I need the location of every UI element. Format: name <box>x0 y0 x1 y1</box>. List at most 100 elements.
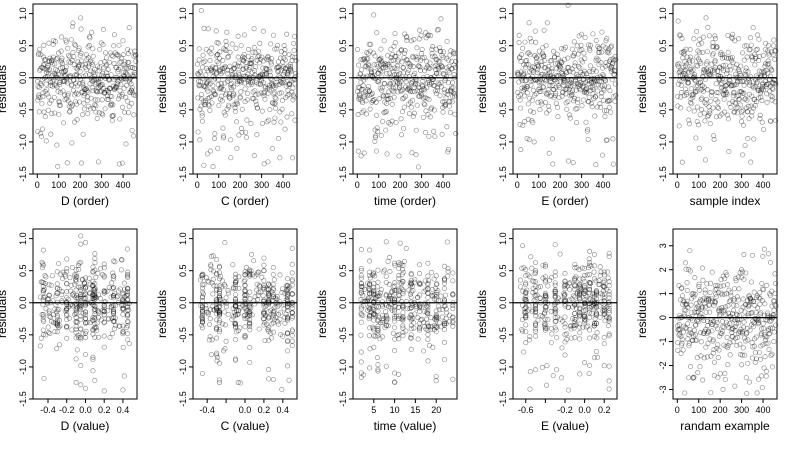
data-point <box>434 57 440 63</box>
data-point <box>247 344 253 351</box>
data-point <box>604 35 610 41</box>
data-point <box>392 65 398 71</box>
data-point <box>399 59 405 65</box>
data-point <box>695 369 701 376</box>
data-point <box>54 84 60 90</box>
data-point <box>388 58 394 64</box>
data-point <box>104 74 110 80</box>
data-point <box>89 29 95 35</box>
data-point <box>410 53 416 60</box>
data-point <box>425 111 431 118</box>
data-point <box>125 51 131 57</box>
data-point <box>127 89 133 95</box>
data-point <box>39 65 45 71</box>
data-point <box>386 83 392 89</box>
data-point <box>735 104 741 110</box>
data-point <box>688 65 694 71</box>
data-point <box>769 351 775 357</box>
data-point <box>52 72 58 78</box>
data-point <box>387 81 393 87</box>
data-point <box>763 368 770 374</box>
data-point <box>97 75 104 81</box>
point-cloud <box>514 2 619 168</box>
data-point <box>588 100 594 106</box>
data-point <box>259 78 265 84</box>
data-point <box>198 8 204 14</box>
y-tick-label: 0 <box>658 315 668 320</box>
data-point <box>125 337 131 343</box>
data-point <box>105 308 111 314</box>
data-point <box>733 105 739 112</box>
data-point <box>382 61 388 67</box>
data-point <box>438 63 444 69</box>
data-point <box>569 91 575 98</box>
data-point <box>545 66 551 73</box>
data-point <box>716 105 722 111</box>
data-point <box>371 344 377 350</box>
data-point <box>109 118 115 124</box>
data-point <box>579 71 585 78</box>
data-point <box>242 86 248 92</box>
data-point <box>771 338 777 345</box>
data-point <box>64 256 70 262</box>
data-point <box>73 65 79 71</box>
data-point <box>680 329 687 335</box>
data-point <box>290 97 296 103</box>
data-point <box>218 81 225 87</box>
data-point <box>92 306 98 312</box>
data-point <box>108 72 114 78</box>
data-point <box>559 71 565 77</box>
data-point <box>685 80 691 86</box>
data-point <box>289 54 295 60</box>
data-point <box>744 79 750 85</box>
data-point <box>100 112 106 118</box>
data-point <box>757 112 763 118</box>
data-point <box>731 109 737 115</box>
data-point <box>355 46 361 53</box>
data-point <box>203 83 209 89</box>
data-point <box>675 63 681 69</box>
data-point <box>748 103 754 109</box>
data-point <box>70 87 77 93</box>
data-point <box>684 54 690 60</box>
data-point <box>723 62 729 68</box>
data-point <box>279 79 285 85</box>
data-point <box>208 67 215 73</box>
data-point <box>700 73 706 79</box>
data-point <box>359 109 365 116</box>
data-point <box>565 2 571 8</box>
data-point <box>540 84 546 90</box>
data-point <box>380 118 386 124</box>
data-point <box>566 81 572 87</box>
data-point <box>108 101 114 107</box>
data-point <box>449 99 455 105</box>
data-point <box>727 55 733 61</box>
data-point <box>239 79 245 85</box>
data-point <box>358 359 364 365</box>
scatter-panel: -0.4 -0.2 0.0 0.2 0.4-1.5-1.0-0.50.00.51.0D … <box>0 228 138 433</box>
x-tick-label: 200 <box>713 405 728 415</box>
data-point <box>597 101 603 107</box>
data-point <box>746 47 752 53</box>
data-point <box>741 319 747 325</box>
data-point <box>558 46 565 52</box>
data-point <box>381 81 388 87</box>
data-point <box>438 293 444 299</box>
data-point <box>711 69 717 75</box>
data-point <box>87 72 93 78</box>
data-point <box>279 386 285 393</box>
data-point <box>769 364 776 370</box>
data-point <box>522 118 528 124</box>
data-point <box>111 32 118 38</box>
data-point <box>735 92 741 99</box>
data-point <box>270 265 276 271</box>
data-point <box>558 375 565 381</box>
data-point <box>572 63 578 69</box>
data-point <box>591 263 597 269</box>
data-point <box>222 112 228 118</box>
data-point <box>724 70 730 77</box>
data-point <box>692 89 698 95</box>
data-point <box>732 38 738 44</box>
data-point <box>517 97 523 103</box>
data-point <box>357 71 363 77</box>
